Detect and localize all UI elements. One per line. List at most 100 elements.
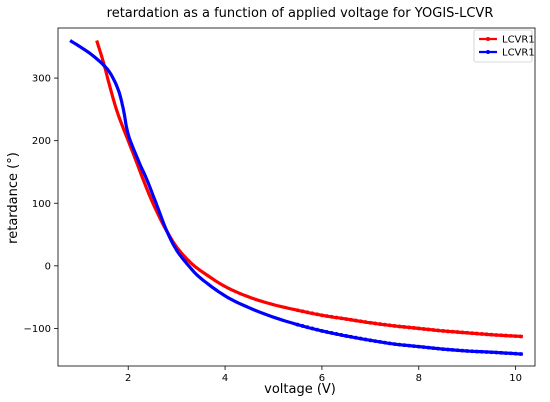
series-2-point (368, 338, 373, 343)
series-1-point (489, 332, 494, 337)
series-2-point (363, 337, 368, 342)
series-2-point (518, 352, 523, 356)
x-tick-label: 2 (125, 373, 131, 384)
series-1-point (412, 326, 416, 330)
series-2-point (455, 348, 460, 353)
series-line-2 (69, 39, 523, 356)
series-2-point (324, 330, 329, 334)
series-2-point (310, 326, 315, 331)
series-2-point (513, 351, 518, 356)
x-tick-label: 8 (416, 373, 422, 384)
series-2-point (387, 341, 392, 346)
series-1-point (508, 333, 513, 338)
series-2-point (373, 339, 378, 343)
series-1-point (479, 332, 484, 336)
series-2-point (484, 350, 489, 354)
series-1-point (455, 330, 460, 334)
series-2-point (358, 336, 363, 341)
plot-area: 2 4 6 8 10 −100 0 100 200 300 LCVR1 LCVR1 (24, 27, 536, 384)
series-2-point (421, 345, 426, 349)
series-1-point (387, 323, 392, 328)
series-1-point (373, 321, 378, 326)
series-2-point (349, 334, 353, 339)
x-tick-label: 6 (319, 373, 325, 384)
series-2-point (460, 348, 465, 353)
y-tick-label: 200 (32, 136, 51, 147)
series-2-point (504, 351, 508, 355)
chart-title: retardation as a function of applied vol… (107, 6, 494, 21)
series-2-point (412, 344, 416, 348)
series-1-point (334, 315, 339, 320)
series-2-point (465, 349, 470, 353)
series-1-point (518, 334, 523, 339)
series-1-point (513, 334, 518, 339)
series-2-point (300, 324, 305, 328)
series-1-point (474, 331, 479, 336)
series-2-point (431, 346, 436, 350)
series-1-point (445, 329, 450, 334)
series-line-1 (95, 39, 524, 339)
series-2-point (353, 335, 358, 340)
series-1-point (324, 314, 329, 318)
x-axis-label: voltage (V) (264, 382, 336, 397)
y-tick-label: 300 (32, 74, 51, 85)
series-1-point (470, 331, 474, 336)
series-1-point (421, 327, 426, 331)
y-tick-label: −100 (24, 324, 51, 335)
series-2-point (397, 342, 402, 347)
series-2-point (382, 340, 387, 345)
series-1-point (315, 312, 319, 317)
x-tick-label: 4 (222, 373, 228, 384)
series-1-point (441, 329, 445, 333)
series-1-point (344, 317, 349, 321)
series-1-point (504, 333, 508, 338)
series-2-point (392, 342, 397, 346)
series-2-point (499, 350, 504, 355)
series-2-point (344, 334, 349, 338)
legend-swatch-marker (486, 50, 490, 54)
series-1-point (339, 316, 344, 321)
series-1-point (484, 332, 489, 337)
series-1-point (460, 330, 465, 335)
series-2-point (416, 344, 421, 349)
series-2-point (320, 329, 324, 333)
series-1-point (436, 328, 441, 333)
series-2-point (508, 351, 513, 356)
series-1-point (329, 314, 334, 319)
series-1-point (305, 310, 310, 315)
series-1-point (300, 309, 305, 314)
series-1-point (353, 318, 358, 323)
series-1-point (310, 311, 315, 316)
series-1-point (426, 327, 431, 332)
series-1-point (349, 317, 353, 322)
series-1-point (397, 324, 402, 329)
series-1-point (320, 313, 324, 318)
series-2-point (436, 346, 441, 351)
series-1-point (450, 329, 455, 334)
series-2-point (334, 332, 339, 336)
series-2-point (329, 331, 334, 335)
series-1-point (431, 328, 436, 332)
legend-swatch-marker (486, 37, 490, 41)
series-1-point (407, 325, 411, 330)
series-1-point (382, 322, 387, 327)
series-2-point (441, 347, 445, 351)
series-2-point (295, 322, 300, 327)
series-2-point (426, 345, 431, 350)
series-2-point (489, 350, 494, 355)
series-2-point (474, 349, 479, 354)
series-1-point (368, 320, 373, 325)
x-tick-label: 10 (509, 373, 522, 384)
series-2-point (402, 343, 407, 347)
series-1-point (465, 330, 470, 335)
series-2-point (470, 349, 474, 354)
series-2-point (479, 349, 484, 354)
series-1-point (494, 333, 499, 337)
series-2-point (315, 327, 319, 332)
y-tick-label: 100 (32, 199, 51, 210)
series-2-point (494, 350, 499, 355)
series-2-point (445, 347, 450, 352)
y-tick-label: 0 (45, 261, 51, 272)
